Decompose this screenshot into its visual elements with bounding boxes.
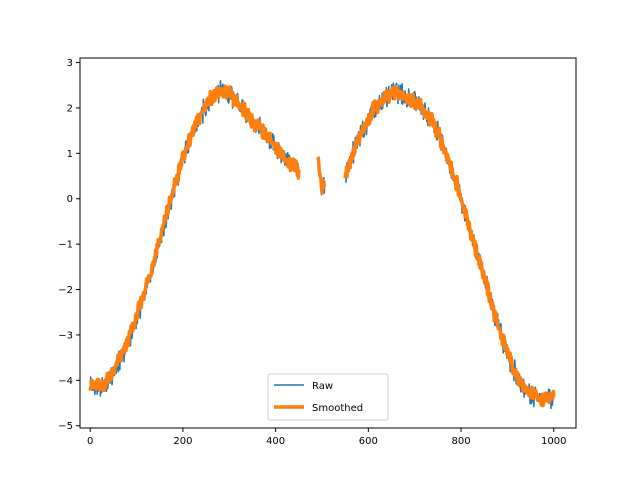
x-tick-label-4: 800 [451,436,470,447]
series-line-smoothed [88,84,556,408]
y-tick-label-4: −1 [58,240,73,251]
legend-label-raw: Raw [312,381,333,392]
axes-frame [79,57,577,429]
y-tick-label-0: −5 [58,421,73,432]
x-tick-label-2: 400 [266,436,285,447]
y-tick-label-6: 1 [67,149,73,160]
x-tick-label-0: 0 [87,436,93,447]
y-tick-label-7: 2 [67,103,73,114]
x-tick-label-1: 200 [173,436,192,447]
series-group [88,79,556,410]
legend: Raw Smoothed [267,373,389,421]
plot-area [79,57,577,429]
x-tick-label-5: 1000 [541,436,566,447]
x-tick-label-3: 600 [359,436,378,447]
y-tick-label-8: 3 [67,58,73,69]
y-tick-label-1: −4 [58,376,73,387]
axes-background [80,58,576,428]
y-tick-label-3: −2 [58,285,73,296]
y-tick-label-2: −3 [58,330,73,341]
x-axis: 0 200 400 600 800 1000 [87,428,566,447]
y-axis: −5 −4 −3 −2 −1 0 1 2 3 [58,58,80,432]
y-tick-label-5: 0 [67,194,73,205]
legend-label-smoothed: Smoothed [312,403,363,414]
